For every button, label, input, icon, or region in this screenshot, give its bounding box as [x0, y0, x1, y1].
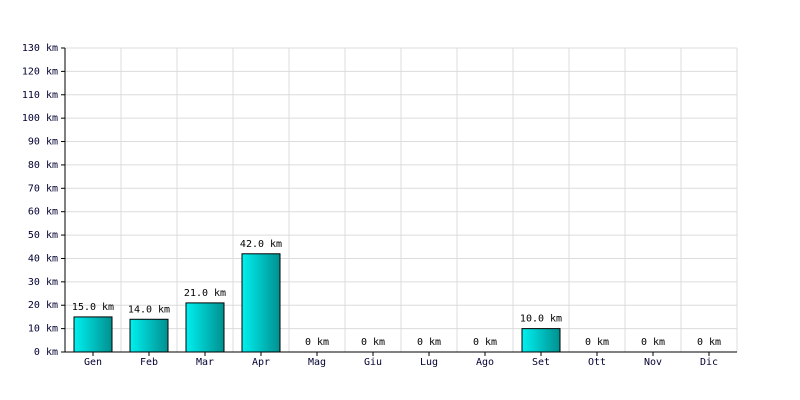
y-tick-label: 50 km: [28, 230, 58, 241]
x-tick-label: Ott: [588, 357, 606, 368]
x-tick-label: Giu: [364, 357, 382, 368]
x-tick-label: Mar: [196, 357, 214, 368]
y-tick-label: 20 km: [28, 300, 58, 311]
bar: [129, 318, 169, 353]
bar: [185, 302, 225, 353]
value-label: 0 km: [361, 337, 385, 348]
y-tick-label: 0 km: [34, 347, 58, 358]
x-tick-label: Gen: [84, 357, 102, 368]
value-label: 15.0 km: [72, 302, 114, 313]
y-tick-label: 60 km: [28, 207, 58, 218]
value-label: 0 km: [473, 337, 497, 348]
x-tick-label: Set: [532, 357, 550, 368]
y-tick-label: 110 km: [22, 90, 58, 101]
y-tick-label: 70 km: [28, 183, 58, 194]
bar: [241, 253, 281, 353]
x-tick-label: Dic: [700, 357, 718, 368]
y-tick-label: 120 km: [22, 66, 58, 77]
value-label: 0 km: [641, 337, 665, 348]
value-label: 0 km: [697, 337, 721, 348]
value-label: 10.0 km: [520, 314, 562, 325]
value-label: 42.0 km: [240, 239, 282, 250]
x-tick-label: Mag: [308, 357, 326, 368]
y-tick-label: 130 km: [22, 43, 58, 54]
value-label: 0 km: [417, 337, 441, 348]
value-label: 14.0 km: [128, 304, 170, 315]
y-tick-label: 30 km: [28, 277, 58, 288]
y-tick-label: 100 km: [22, 113, 58, 124]
value-label: 21.0 km: [184, 288, 226, 299]
x-tick-label: Ago: [476, 357, 494, 368]
y-tick-label: 40 km: [28, 253, 58, 264]
bar: [521, 328, 561, 353]
x-tick-label: Apr: [252, 357, 270, 368]
y-tick-label: 80 km: [28, 160, 58, 171]
bar: [73, 316, 113, 353]
x-tick-label: Nov: [644, 357, 662, 368]
value-label: 0 km: [585, 337, 609, 348]
value-label: 0 km: [305, 337, 329, 348]
x-tick-label: Feb: [140, 357, 158, 368]
x-tick-label: Lug: [420, 357, 438, 368]
y-tick-label: 90 km: [28, 137, 58, 148]
y-tick-label: 10 km: [28, 324, 58, 335]
